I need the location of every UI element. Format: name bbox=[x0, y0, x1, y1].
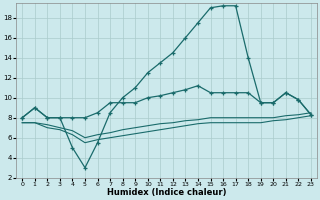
X-axis label: Humidex (Indice chaleur): Humidex (Indice chaleur) bbox=[107, 188, 226, 197]
